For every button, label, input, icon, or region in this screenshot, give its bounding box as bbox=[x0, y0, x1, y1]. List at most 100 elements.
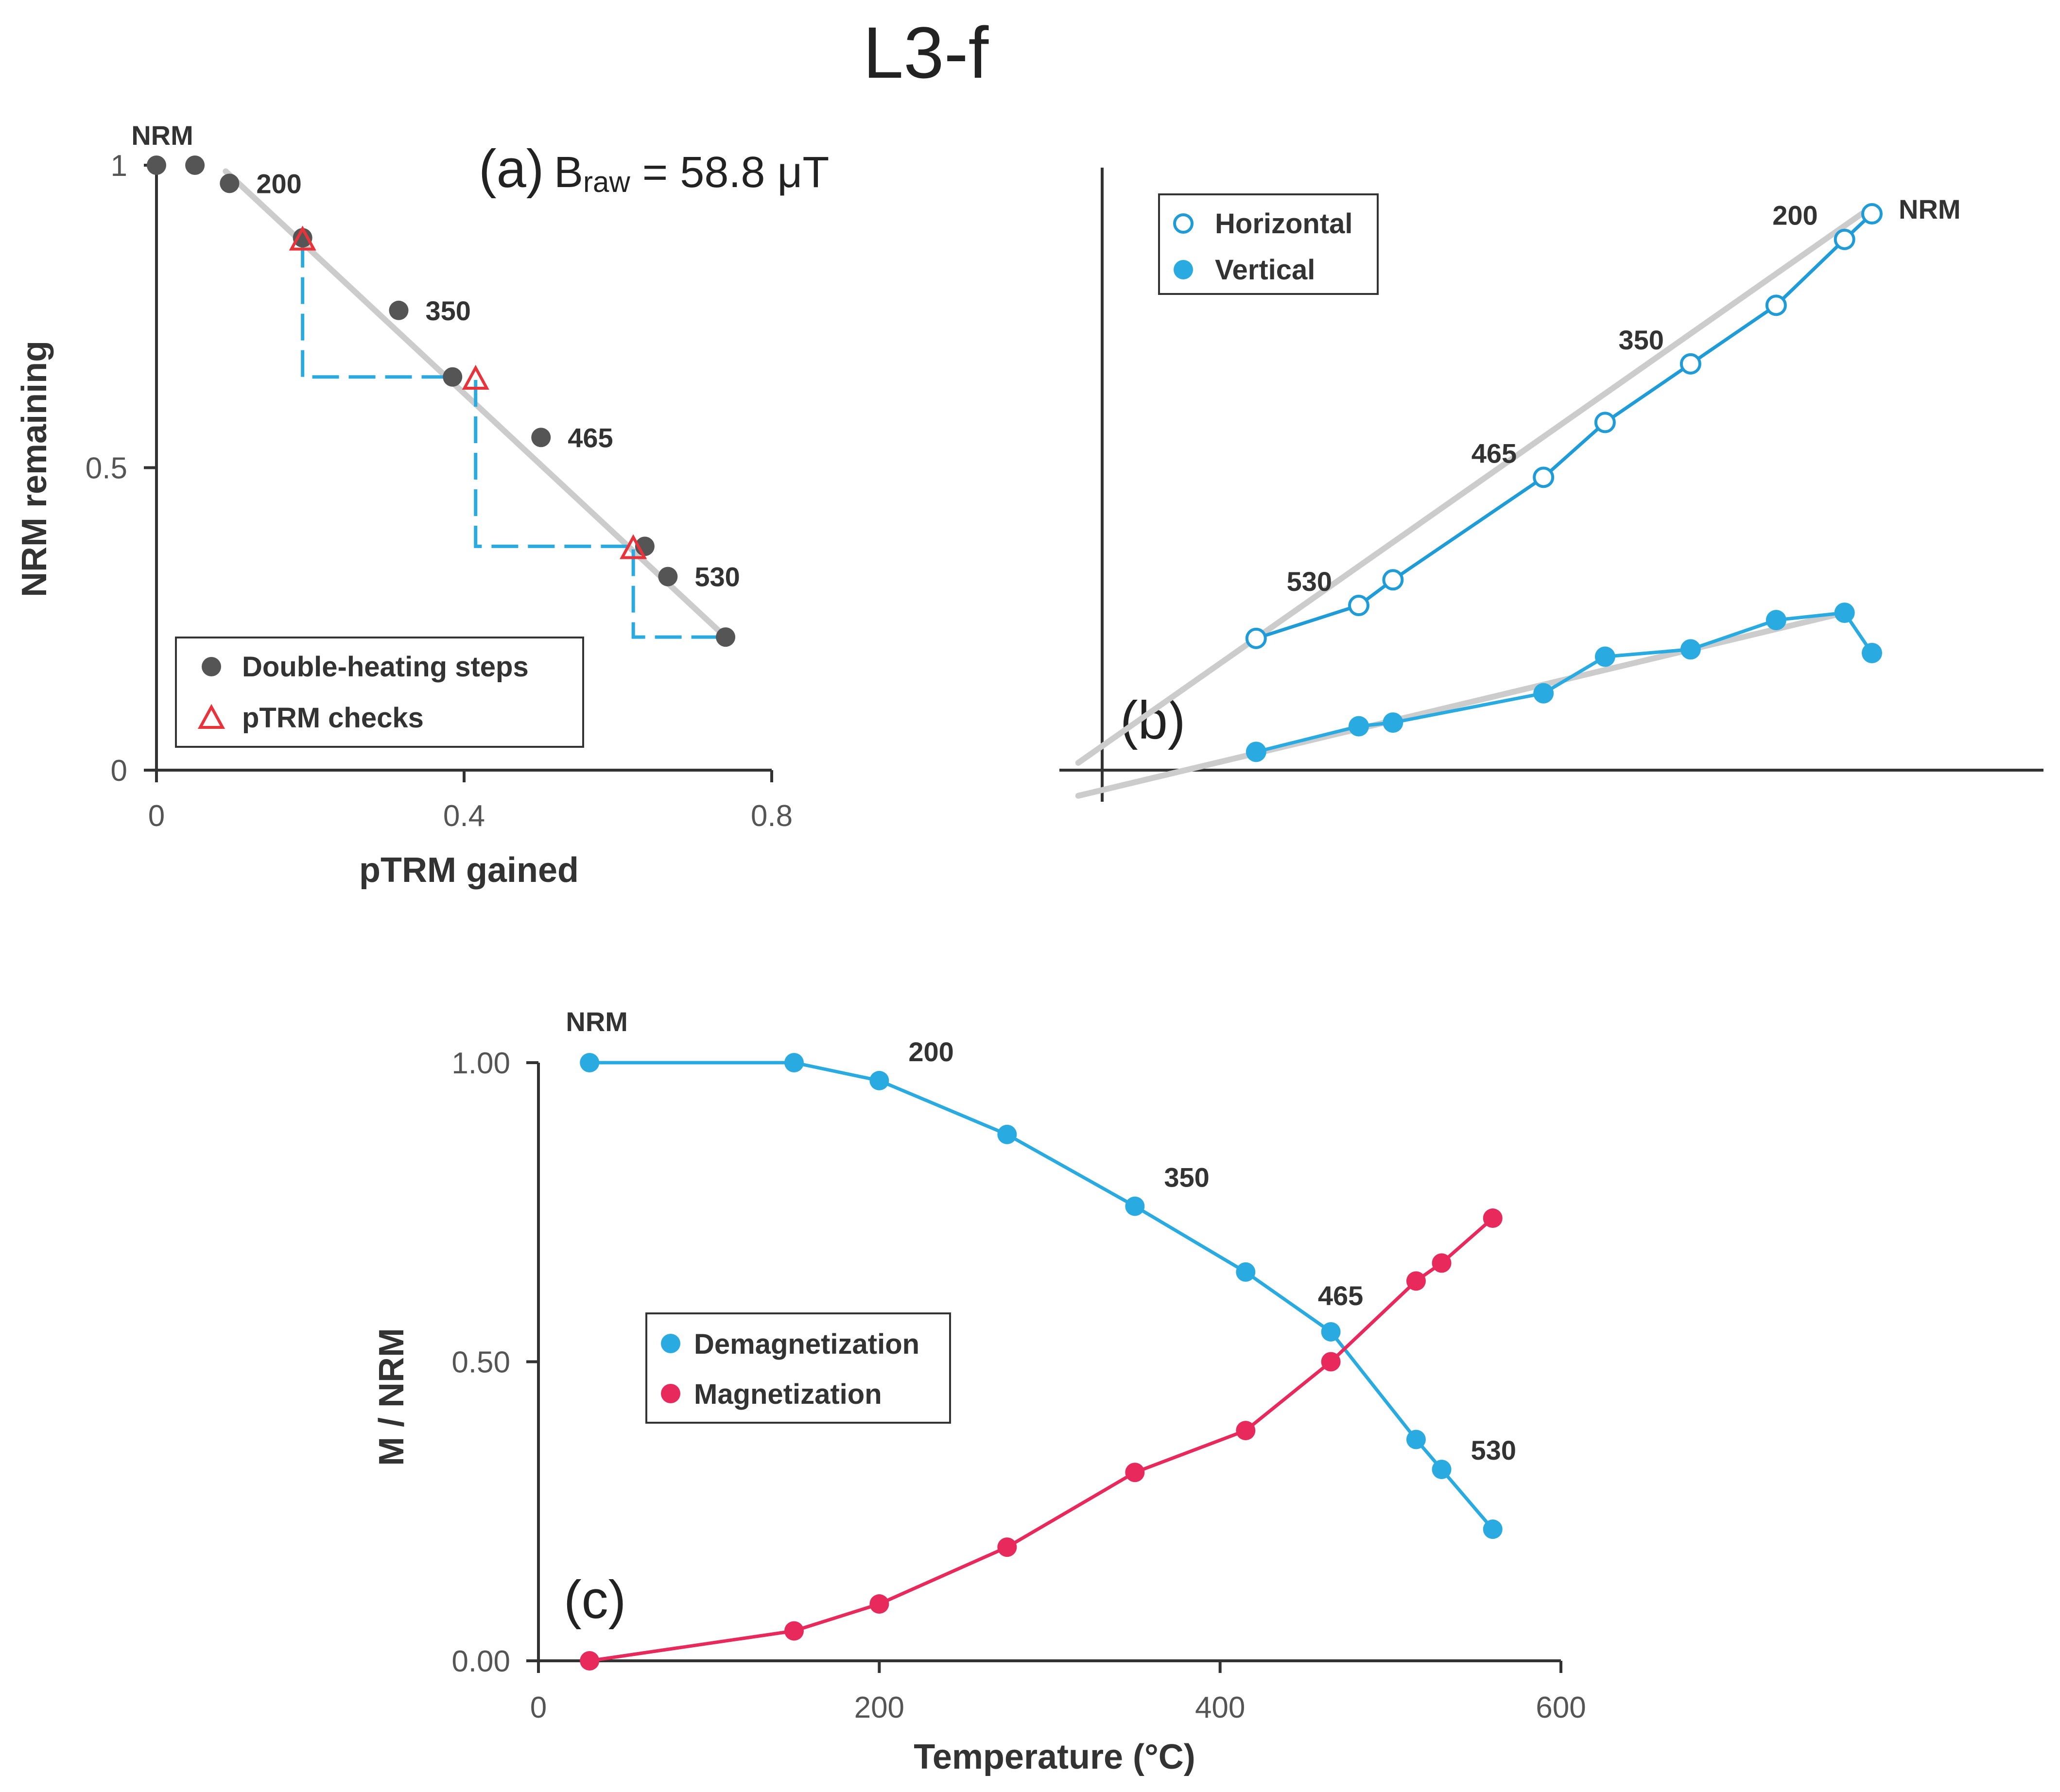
panel-c-legend-marker-magnetization bbox=[661, 1384, 680, 1403]
panel-c-legend-box bbox=[645, 1312, 951, 1424]
panel-c-y-axis-label: M / NRM bbox=[372, 1328, 411, 1466]
panel-c-magnetization-point bbox=[869, 1594, 889, 1614]
panel-a-double-heating-point bbox=[220, 173, 240, 193]
panel-b-zijderveld-plot: (b) NRM 200 350 465 530 Horizontal Vertical bbox=[1059, 168, 2043, 802]
panel-c-magnetization-point bbox=[997, 1537, 1017, 1557]
panel-c-demagnetization-point bbox=[997, 1124, 1017, 1144]
panel-c-x-tick-label: 600 bbox=[1536, 1691, 1586, 1724]
panel-a-ptrm-check-line bbox=[474, 379, 645, 548]
panel-c-x-tick-label: 200 bbox=[854, 1691, 904, 1724]
panel-a-arai-plot: (a) Braw = 58.8 μT NRM remaining pTRM ga… bbox=[15, 120, 829, 890]
panel-b-legend-label-vertical: Vertical bbox=[1215, 254, 1315, 286]
panel-c-magnetization-point bbox=[1321, 1352, 1341, 1372]
panel-b-horizontal-fit-line bbox=[1075, 211, 1865, 766]
panel-c-magnetization-line bbox=[589, 1217, 1494, 1663]
panel-b-vertical-fit-line bbox=[1075, 610, 1848, 799]
panel-b-vertical-point bbox=[1383, 712, 1403, 733]
panel-a-ptrm-check-line bbox=[301, 241, 453, 379]
panel-c-magnetization-point bbox=[1432, 1253, 1452, 1273]
panel-c-magnetization-point bbox=[1483, 1208, 1503, 1228]
panel-c-demagnetization-point bbox=[1432, 1460, 1452, 1480]
panel-a-ptrm-check-point bbox=[620, 534, 647, 559]
panel-c-magnetization-point bbox=[1125, 1463, 1145, 1482]
panel-b-vertical-point bbox=[1834, 603, 1855, 623]
panel-b-horizontal-point bbox=[1834, 228, 1855, 250]
panel-a-x-tick-label: 0.4 bbox=[443, 799, 485, 833]
panel-b-point-label: 200 bbox=[1772, 200, 1818, 231]
panel-c-legend-label-magnetization: Magnetization bbox=[694, 1378, 882, 1410]
panel-b-point-label: 465 bbox=[1471, 438, 1517, 468]
panel-a-double-heating-point bbox=[443, 367, 463, 387]
panel-a-double-heating-point bbox=[293, 228, 312, 248]
panel-b-vertical-point bbox=[1594, 646, 1615, 667]
panel-a-y-axis-label: NRM remaining bbox=[15, 341, 54, 597]
panel-a-point-label: 530 bbox=[694, 562, 740, 592]
panel-a-x-tick-label: 0.8 bbox=[751, 799, 793, 833]
panel-c-point-label: 350 bbox=[1164, 1162, 1209, 1192]
panel-a-double-heating-point bbox=[147, 155, 166, 175]
panel-a-y-tick-label: 0.5 bbox=[86, 452, 127, 485]
panel-b-vertical-point bbox=[1680, 639, 1701, 660]
panel-c-x-tick-label: 0 bbox=[530, 1691, 547, 1724]
panel-b-vertical-point bbox=[1246, 741, 1266, 762]
panel-a-x-axis-label: pTRM gained bbox=[359, 851, 579, 890]
panel-a-field-annotation: Braw = 58.8 μT bbox=[554, 148, 829, 198]
panel-b-vertical-point bbox=[1533, 683, 1554, 704]
panel-a-double-heating-point bbox=[389, 300, 409, 320]
panel-c-legend-marker-demagnetization bbox=[661, 1334, 680, 1353]
panel-c-legend-label-demagnetization: Demagnetization bbox=[694, 1328, 919, 1360]
panel-a-ptrm-check-point bbox=[289, 225, 316, 251]
panel-b-horizontal-point bbox=[1594, 412, 1616, 433]
panel-c-demagnetization-point bbox=[1321, 1322, 1341, 1342]
panel-b-horizontal-point bbox=[1348, 595, 1369, 617]
panel-b-legend-box bbox=[1158, 193, 1379, 295]
panel-c-demagnetization-point bbox=[1483, 1519, 1503, 1539]
panel-c-magnetization-point bbox=[784, 1621, 804, 1641]
panel-b-legend-marker-vertical bbox=[1174, 260, 1193, 279]
panel-a-legend-label-ptrm-check: pTRM checks bbox=[242, 702, 424, 734]
panel-c-magnetization-point bbox=[1406, 1271, 1426, 1291]
panel-a-double-heating-point bbox=[716, 627, 736, 647]
panel-b-point-label: 530 bbox=[1287, 566, 1332, 597]
panel-c-x-axis-label: Temperature (°C) bbox=[914, 1738, 1195, 1776]
panel-b-horizontal-point bbox=[1382, 569, 1404, 591]
panel-a-point-label: NRM bbox=[131, 120, 193, 151]
panel-a-double-heating-point bbox=[185, 155, 205, 175]
panel-a-y-tick-label: 0 bbox=[111, 754, 127, 788]
panel-c-magnetization-point bbox=[580, 1651, 600, 1671]
panel-a-label: (a) bbox=[479, 139, 544, 199]
panel-c-demagnetization-line bbox=[589, 1061, 1494, 1531]
panel-c-y-tick-label: 0.00 bbox=[451, 1645, 510, 1678]
panel-b-horizontal-point bbox=[1765, 294, 1787, 316]
panel-b-point-label: 350 bbox=[1618, 325, 1663, 355]
panel-c-demag-magnetization-plot: (c) M / NRM Temperature (°C) 0 200 400 600 0… bbox=[372, 1006, 1586, 1776]
panel-c-demagnetization-point bbox=[869, 1070, 889, 1090]
panel-a-point-label: 350 bbox=[425, 295, 470, 326]
panel-b-vertical-point bbox=[1349, 716, 1369, 737]
panel-c-demagnetization-point bbox=[1125, 1196, 1145, 1216]
panel-a-point-label: 200 bbox=[256, 168, 301, 199]
panel-a-field-value: = 58.8 μT bbox=[630, 148, 830, 197]
panel-b-vertical-point bbox=[1766, 610, 1786, 631]
panel-a-legend-box bbox=[175, 637, 584, 748]
panel-c-y-tick-label: 0.50 bbox=[451, 1346, 510, 1379]
panel-b-horizontal-point bbox=[1679, 353, 1701, 375]
panel-b-label: (b) bbox=[1120, 690, 1185, 750]
panel-c-point-label: NRM bbox=[566, 1006, 628, 1037]
panel-c-x-tick-label: 400 bbox=[1195, 1691, 1245, 1724]
panel-a-double-heating-point bbox=[531, 428, 551, 448]
panel-a-legend-label-double-heating: Double-heating steps bbox=[242, 651, 529, 683]
panel-c-demagnetization-point bbox=[1236, 1262, 1256, 1282]
panel-c-point-label: 200 bbox=[908, 1036, 953, 1067]
figure-title: L3-f bbox=[863, 12, 989, 93]
panel-a-field-symbol: B bbox=[554, 148, 583, 197]
panel-c-magnetization-point bbox=[1236, 1421, 1256, 1441]
panel-a-y-tick-label: 1 bbox=[111, 149, 127, 183]
panel-a-legend-marker-ptrm-check bbox=[197, 704, 225, 729]
panel-a-legend-marker-double-heating bbox=[202, 657, 221, 676]
panel-b-legend-marker-horizontal bbox=[1173, 213, 1194, 234]
panel-a-point-label: 465 bbox=[568, 422, 613, 453]
panel-b-vertical-point bbox=[1862, 642, 1882, 663]
panel-a-ptrm-check-line bbox=[631, 549, 726, 639]
